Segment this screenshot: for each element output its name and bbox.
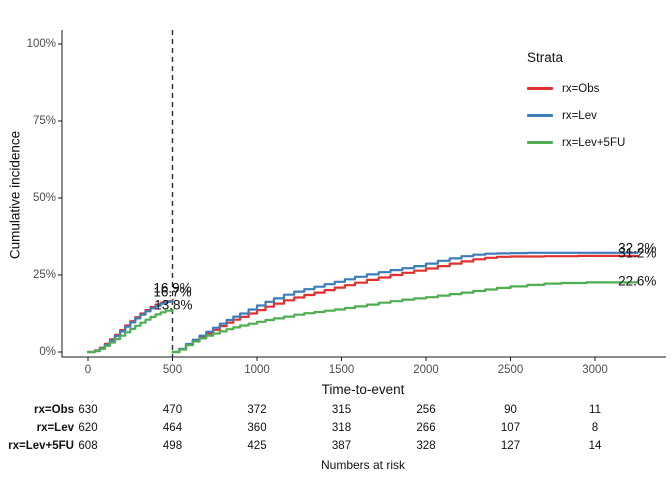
legend: Strata rx=Obs rx=Lev rx=Lev+5FU	[527, 50, 625, 156]
legend-line-swatch	[527, 114, 553, 117]
risk-count: 464	[162, 422, 183, 434]
risk-count: 107	[500, 422, 521, 434]
x-tick-label: 1000	[244, 364, 270, 376]
legend-item-label: rx=Lev+5FU	[562, 136, 626, 149]
value-label: 22.6%	[618, 273, 657, 289]
legend-items: rx=Obs rx=Lev rx=Lev+5FU	[527, 75, 625, 156]
legend-line-swatch	[527, 141, 553, 144]
risk-row-label: rx=Obs	[34, 404, 74, 416]
risk-count: 425	[247, 440, 267, 452]
x-tick-label: 500	[162, 364, 183, 376]
risk-count: 387	[331, 440, 352, 452]
x-axis-title: Time-to-event	[321, 382, 405, 397]
risk-count: 266	[416, 422, 436, 434]
legend-item: rx=Lev+5FU	[527, 129, 625, 156]
legend-line-swatch	[527, 87, 553, 90]
x-tick-label: 2000	[413, 364, 439, 376]
legend-item: rx=Obs	[527, 75, 625, 102]
risk-row-label: rx=Lev	[36, 422, 74, 434]
risk-count: 8	[591, 422, 599, 434]
curve-rx-lev-5fu	[171, 281, 639, 354]
risk-count: 318	[331, 422, 352, 434]
value-label: 32.2%	[618, 240, 657, 256]
risk-count: 608	[78, 440, 98, 452]
risk-count: 498	[162, 440, 183, 452]
risk-count: 360	[247, 422, 267, 434]
value-label: 16.9%	[153, 280, 192, 296]
x-tick-label: 0	[84, 364, 92, 376]
risk-count: 90	[504, 404, 517, 416]
curve-rx-lev-5fu	[86, 308, 174, 354]
value-label: 16.7%	[153, 284, 192, 300]
y-tick-label: 100%	[26, 37, 56, 50]
risk-count: 470	[162, 404, 183, 416]
risk-count: 328	[416, 440, 436, 452]
risk-count: 315	[331, 404, 352, 416]
axis-lines	[61, 30, 666, 358]
y-tick-label: 50%	[32, 191, 56, 204]
y-tick-label: 75%	[32, 114, 56, 127]
legend-item: rx=Lev	[527, 102, 625, 129]
curve-rx-lev	[171, 251, 639, 354]
y-tick-label: 25%	[32, 268, 56, 281]
legend-title: Strata	[527, 50, 564, 65]
x-tick-label: 2500	[497, 364, 524, 376]
legend-item-label: rx=Obs	[562, 82, 600, 95]
curve-rx-obs	[171, 254, 639, 354]
risk-count: 630	[78, 404, 98, 416]
x-tick-label: 1500	[328, 364, 355, 376]
y-tick-label: 0%	[39, 345, 56, 358]
value-label: 31.2%	[618, 245, 657, 261]
risk-count: 14	[588, 440, 602, 452]
risk-count: 11	[589, 404, 601, 416]
risk-count: 372	[247, 404, 267, 416]
risk-count: 127	[500, 440, 521, 452]
risk-table-caption: Numbers at risk	[320, 458, 406, 472]
risk-row-label: rx=Lev+5FU	[8, 440, 74, 452]
risk-count: 256	[416, 404, 436, 416]
risk-count: 620	[78, 422, 98, 434]
legend-item-label: rx=Lev	[562, 109, 597, 122]
x-tick-label: 3000	[582, 364, 608, 376]
value-label: 13.8%	[154, 297, 193, 313]
